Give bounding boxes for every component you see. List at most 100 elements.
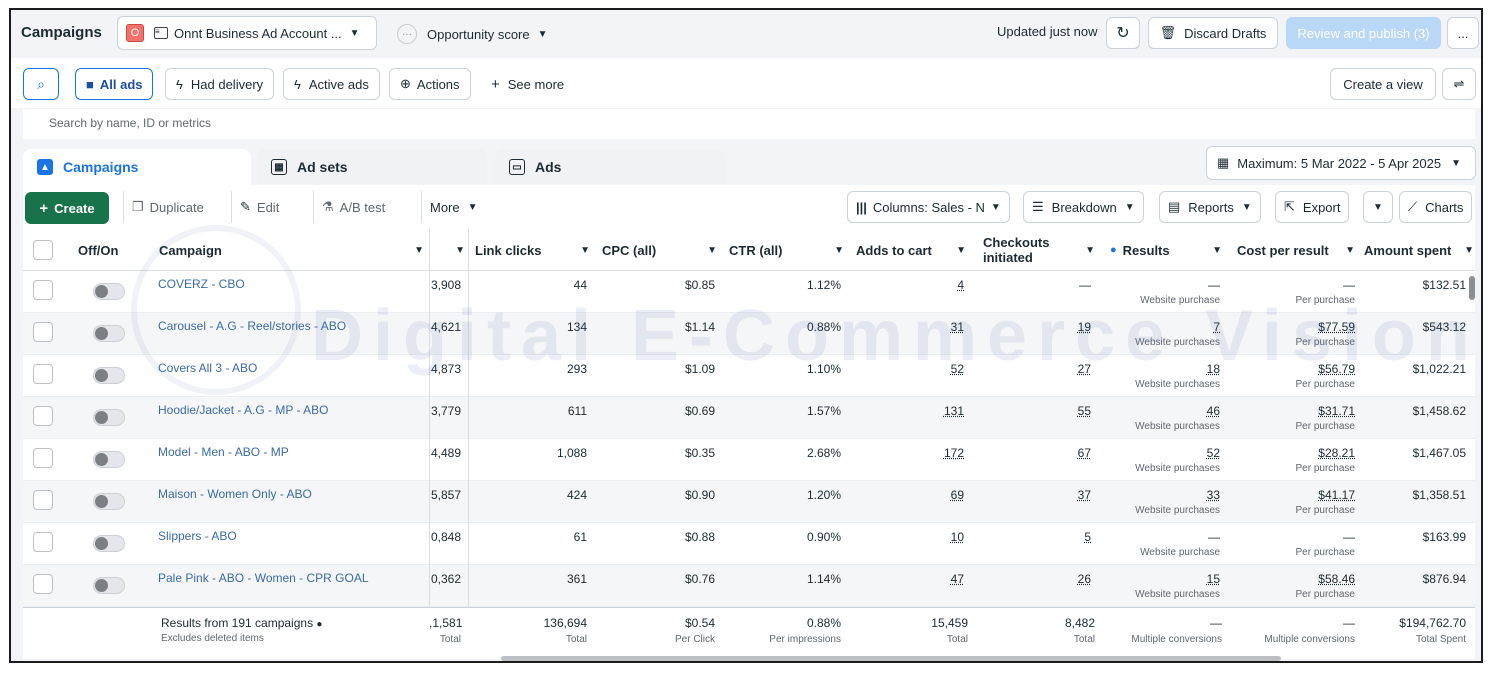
campaign-name-link[interactable]: Carousel - A.G - Reel/stories - ABO [158,319,347,333]
table-row[interactable]: Carousel - A.G - Reel/stories - ABO 4,621… [23,313,1475,355]
campaign-name-link[interactable]: Covers All 3 - ABO [158,361,258,375]
cell-results-value[interactable]: 33 [1206,488,1220,502]
row-checkbox[interactable] [33,448,53,468]
row-checkbox[interactable] [33,532,53,552]
header-link-clicks[interactable]: Link clicks ▼ [475,229,590,271]
horizontal-scrollbar[interactable] [501,656,1281,661]
header-checkouts[interactable]: Checkouts initiated ▼ [983,229,1095,271]
table-row[interactable]: Maison - Women Only - ABO 5,857 424 $0.90 1.… [23,481,1475,523]
breakdown-button[interactable]: ☰ Breakdown ▼ [1023,191,1144,223]
reports-button[interactable]: ▤ Reports ▼ [1159,191,1261,223]
edit-button[interactable]: ✎ Edit [231,191,287,223]
review-publish-button[interactable]: Review and publish (3) [1286,17,1441,49]
campaign-name-link[interactable]: Hoodie/Jacket - A.G - MP - ABO [158,403,329,417]
campaign-name-link[interactable]: Model - Men - ABO - MP [158,445,289,459]
vertical-scrollbar[interactable] [1469,276,1475,300]
had-delivery-filter[interactable]: ϟ Had delivery [165,68,275,100]
cell-cpr-value[interactable]: $41.17 [1318,488,1355,502]
header-results[interactable]: ● Results ▼ [1110,229,1222,271]
cell-results-value[interactable]: 46 [1206,404,1220,418]
campaign-toggle[interactable] [93,325,125,342]
duplicate-button[interactable]: ❐ Duplicate [123,191,212,223]
date-range-picker[interactable]: ▦ Maximum: 5 Mar 2022 - 5 Apr 2025 ▼ [1206,146,1476,180]
cell-checkouts-value[interactable]: 5 [1084,530,1091,544]
cell-cpr-value[interactable]: $77.59 [1318,320,1355,334]
header-adds-to-cart[interactable]: Adds to cart ▼ [856,229,966,271]
header-reach[interactable]: ▼ [431,229,465,271]
row-checkbox[interactable] [33,280,53,300]
header-cost-per-result[interactable]: Cost per result ▼ [1237,229,1355,271]
cell-atc-value[interactable]: 52 [950,362,964,376]
cell-cpr-value[interactable]: $28.21 [1318,446,1355,460]
more-options-button[interactable]: ... [1447,17,1479,49]
table-row[interactable]: Covers All 3 - ABO 4,873 293 $1.09 1.10% 52 27… [23,355,1475,397]
ab-test-button[interactable]: ⚗ A/B test [313,191,393,223]
campaign-toggle[interactable] [93,451,125,468]
campaign-toggle[interactable] [93,493,125,510]
cell-checkouts-value[interactable]: 67 [1077,446,1091,460]
columns-button[interactable]: ||| Columns: Sales - N ▼ [847,191,1010,223]
table-row[interactable]: COVERZ - CBO 3,908 44 $0.85 1.12% 4 — — Website … [23,271,1475,313]
refresh-button[interactable]: ↻ [1106,17,1140,49]
cell-checkouts-value[interactable]: 27 [1077,362,1091,376]
discard-drafts-button[interactable]: 🗑 Discard Drafts [1148,17,1278,49]
cell-checkouts-value[interactable]: 19 [1077,320,1091,334]
table-row[interactable]: Hoodie/Jacket - A.G - MP - ABO 3,779 611 $0… [23,397,1475,439]
campaign-toggle[interactable] [93,283,125,300]
campaign-name-link[interactable]: COVERZ - CBO [158,277,245,291]
cell-checkouts-value[interactable]: 26 [1077,572,1091,586]
cell-cpr-value[interactable]: $58.46 [1318,572,1355,586]
tab-ads[interactable]: ▭ Ads [495,149,725,185]
more-actions-button[interactable]: More ▼ [421,191,486,223]
table-row[interactable]: Model - Men - ABO - MP 4,489 1,088 $0.35 2.6… [23,439,1475,481]
row-checkbox[interactable] [33,364,53,384]
create-view-button[interactable]: Create a view [1330,68,1436,100]
cell-atc-value[interactable]: 47 [950,572,964,586]
active-ads-filter[interactable]: ϟ Active ads [283,68,380,100]
campaign-toggle[interactable] [93,577,125,594]
row-checkbox[interactable] [33,490,53,510]
campaign-name-link[interactable]: Slippers - ABO [158,529,237,543]
cell-atc-value[interactable]: 10 [950,530,964,544]
cell-atc-value[interactable]: 131 [943,404,964,418]
cell-results-value[interactable]: 52 [1206,446,1220,460]
campaign-toggle[interactable] [93,367,125,384]
header-off-on[interactable]: Off/On [78,229,118,271]
account-selector[interactable]: O ≡ Onnt Business Ad Account ... ▼ [117,16,377,50]
campaign-name-link[interactable]: Maison - Women Only - ABO [158,487,312,501]
row-checkbox[interactable] [33,322,53,342]
create-button[interactable]: + Create [25,192,109,224]
row-checkbox[interactable] [33,406,53,426]
tab-campaigns[interactable]: ▲ Campaigns [23,149,251,185]
cell-atc-value[interactable]: 31 [950,320,964,334]
cell-results-value[interactable]: 15 [1206,572,1220,586]
select-all-checkbox[interactable] [33,240,53,260]
cell-results-value[interactable]: 18 [1206,362,1220,376]
cell-checkouts-value[interactable]: 55 [1077,404,1091,418]
table-row[interactable]: Pale Pink - ABO - Women - CPR GOAL 0,362 3… [23,565,1475,607]
cell-cpr-value[interactable]: $31.71 [1318,404,1355,418]
see-more-filter[interactable]: + See more [481,68,575,100]
charts-button[interactable]: ⟋ Charts [1399,191,1473,223]
campaign-toggle[interactable] [93,409,125,426]
actions-filter[interactable]: ⊕ Actions [389,68,471,100]
header-cpc[interactable]: CPC (all) ▼ [602,229,717,271]
search-input[interactable]: Search by name, ID or metrics [23,109,1475,139]
header-amount-spent[interactable]: Amount spent ▼ [1364,229,1474,271]
tab-ad-sets[interactable]: ▦ Ad sets [257,149,487,185]
export-button[interactable]: ⇱ Export [1275,191,1350,223]
export-dropdown-button[interactable]: ▼ [1363,191,1393,223]
header-ctr[interactable]: CTR (all) ▼ [729,229,844,271]
opportunity-score-dropdown[interactable]: ··· Opportunity score ▼ [397,24,548,44]
table-row[interactable]: Slippers - ABO 0,848 61 $0.88 0.90% 10 5 — Websi… [23,523,1475,565]
campaign-toggle[interactable] [93,535,125,552]
header-campaign[interactable]: Campaign ▼ [159,229,424,271]
filter-settings-button[interactable]: ⇌ [1442,68,1476,100]
all-ads-filter[interactable]: ■ All ads [75,68,154,100]
cell-cpr-value[interactable]: $56.79 [1318,362,1355,376]
cell-results-value[interactable]: 7 [1213,320,1220,334]
campaign-name-link[interactable]: Pale Pink - ABO - Women - CPR GOAL [158,571,369,585]
cell-atc-value[interactable]: 172 [943,446,964,460]
cell-atc-value[interactable]: 69 [950,488,964,502]
cell-checkouts-value[interactable]: 37 [1077,488,1091,502]
